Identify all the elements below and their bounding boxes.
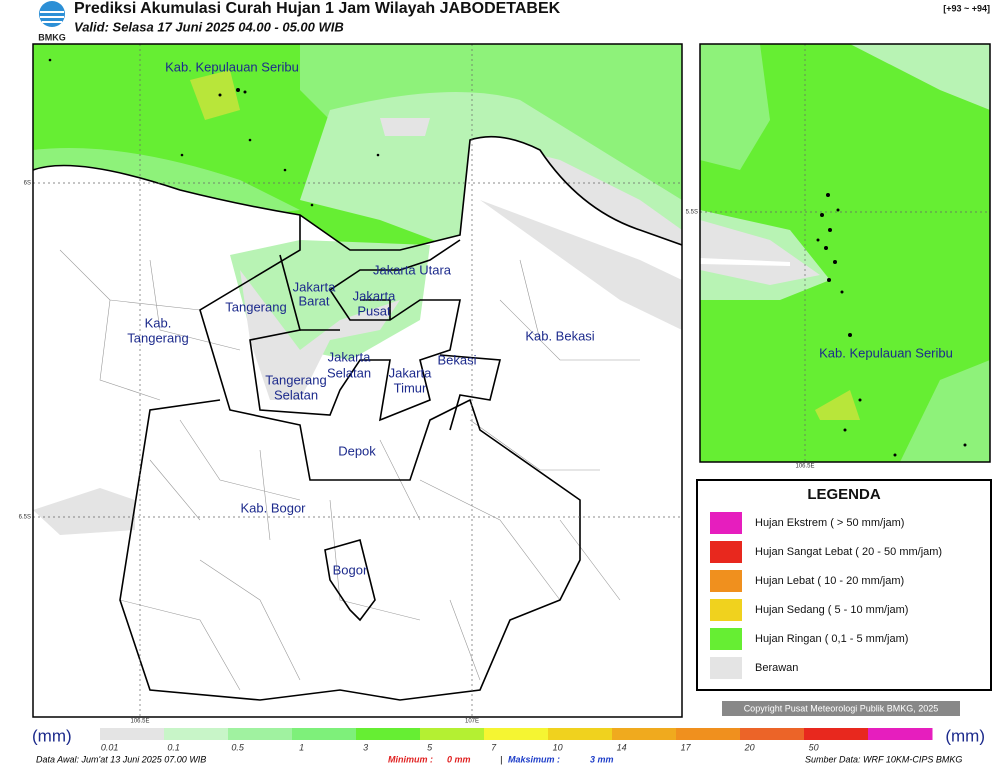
colorbar: 0.01 0.1 0.5 1 3 5 7 10 14 17 20 50	[100, 728, 933, 752]
unit-left: (mm)	[32, 726, 72, 745]
colorbar-swatch	[484, 728, 549, 740]
colorbar-swatch	[548, 728, 613, 740]
colorbar-label: 0.01	[101, 742, 119, 752]
legend-label: Hujan Lebat ( 10 - 20 mm/jam)	[755, 575, 904, 587]
colorbar-label: 5	[427, 742, 433, 752]
legend-label: Hujan Ringan ( 0,1 - 5 mm/jam)	[755, 633, 908, 645]
lat-tick: 5.5S	[686, 210, 698, 216]
colorbar-label: 20	[744, 742, 755, 752]
separator: |	[500, 754, 502, 764]
region-label: Kab. Kepulauan Seribu	[165, 59, 299, 74]
colorbar-swatch	[100, 728, 165, 740]
islands	[816, 193, 967, 457]
islands	[48, 58, 380, 207]
colorbar-label: 50	[809, 742, 819, 752]
colorbar-swatch	[612, 728, 677, 740]
colorbar-swatch	[292, 728, 357, 740]
legend-swatch	[710, 541, 742, 563]
legend-swatch	[710, 628, 742, 650]
region-label: Depok	[338, 443, 376, 458]
colorbar-label: 17	[681, 742, 692, 752]
logo: BMKG	[38, 1, 66, 42]
unit-right: (mm)	[945, 726, 985, 745]
region-label: Pusat	[357, 303, 391, 318]
colorbar-label: 7	[491, 742, 497, 752]
region-label: Barat	[298, 293, 329, 308]
lon-tick: 106.5E	[130, 719, 149, 725]
lat-tick: 6.5S	[19, 515, 31, 521]
subtitle: Valid: Selasa 17 Juni 2025 04.00 - 05.00…	[74, 19, 344, 34]
colorbar-swatch	[868, 728, 933, 740]
graticule	[700, 44, 990, 462]
region-label: Tangerang	[127, 330, 188, 345]
region-label: Jakarta Utara	[373, 262, 452, 277]
source: Sumber Data: WRF 10KM-CIPS BMKG	[805, 754, 962, 764]
title: Prediksi Akumulasi Curah Hujan 1 Jam Wil…	[74, 0, 561, 17]
legend-label: Hujan Ekstrem ( > 50 mm/jam)	[755, 517, 904, 529]
colorbar-label: 10	[553, 742, 563, 752]
colorbar-label: 0.1	[167, 742, 180, 752]
colorbar-swatch	[676, 728, 741, 740]
region-label: Jakarta	[328, 349, 371, 364]
colorbar-label: 0.5	[231, 742, 245, 752]
lat-tick: 6S	[24, 181, 31, 187]
region-label: Kab.	[145, 315, 172, 330]
colorbar-swatch	[740, 728, 805, 740]
colorbar-label: 1	[299, 742, 304, 752]
colorbar-swatch	[420, 728, 485, 740]
legend-box	[696, 479, 992, 691]
region-label: Kab. Bogor	[240, 500, 306, 515]
max-label: Maksimum :	[508, 754, 560, 764]
data-start: Data Awal: Jum'at 13 Juni 2025 07.00 WIB	[36, 754, 206, 764]
region-label: Timur	[394, 380, 427, 395]
region-label: Jakarta	[389, 365, 432, 380]
legend-swatch	[710, 657, 742, 679]
legend-label: Hujan Sedang ( 5 - 10 mm/jam)	[755, 604, 908, 616]
inset-map: Kab. Kepulauan Seribu	[700, 44, 990, 462]
region-label: Jakarta	[293, 279, 336, 294]
legend-label: Berawan	[755, 662, 798, 674]
lon-tick: 107E	[465, 719, 479, 725]
legend-swatch	[710, 512, 742, 534]
colorbar-label: 3	[363, 742, 368, 752]
region-label: Bekasi	[437, 352, 476, 367]
legend-label: Hujan Sangat Lebat ( 20 - 50 mm/jam)	[755, 546, 942, 558]
region-label: Bogor	[333, 562, 368, 577]
region-label: Tangerang	[265, 372, 326, 387]
region-label: Tangerang	[225, 299, 286, 314]
main-map: Kab. Kepulauan Seribu Jakarta Utara Jaka…	[33, 44, 682, 717]
region-label: Selatan	[274, 387, 318, 402]
legend-items: Hujan Ekstrem ( > 50 mm/jam) Hujan Sangat…	[710, 512, 942, 679]
min-label: Minimum :	[388, 754, 433, 764]
inset-frame	[699, 43, 991, 463]
admin-boundaries	[33, 135, 682, 701]
min-value: 0 mm	[447, 754, 471, 764]
colorbar-swatch	[228, 728, 293, 740]
logo-text: BMKG	[38, 32, 66, 42]
region-label: Jakarta	[353, 288, 396, 303]
region-label: Selatan	[327, 365, 371, 380]
legend-swatch	[710, 570, 742, 592]
copyright-bg	[722, 701, 960, 716]
run-code: [+93 ~ +94]	[943, 3, 990, 13]
colorbar-swatch	[356, 728, 421, 740]
lon-tick: 106.5E	[795, 464, 814, 470]
colorbar-label: 14	[617, 742, 627, 752]
copyright: Copyright Pusat Meteorologi Publik BMKG,…	[744, 703, 939, 713]
region-label: Kab. Kepulauan Seribu	[819, 345, 953, 360]
legend-swatch	[710, 599, 742, 621]
region-label: Kab. Bekasi	[525, 328, 594, 343]
colorbar-swatch	[164, 728, 229, 740]
district-lines	[59, 249, 640, 691]
max-value: 3 mm	[590, 754, 614, 764]
map-frame	[32, 43, 683, 718]
legend-title: LEGENDA	[807, 486, 881, 503]
colorbar-swatch	[804, 728, 869, 740]
